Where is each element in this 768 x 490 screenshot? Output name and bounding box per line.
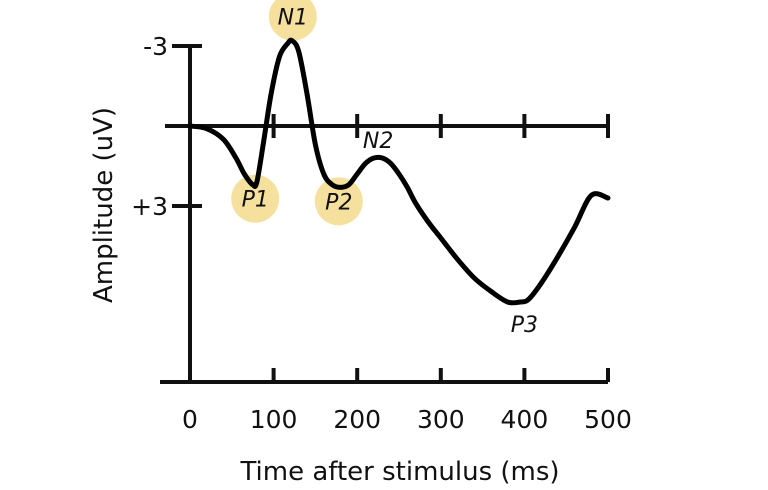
x-tick-label: 300 bbox=[417, 405, 465, 434]
axes: 0 100 200 300 400 500 -3 +3 bbox=[131, 32, 632, 434]
peak-highlight bbox=[231, 174, 280, 223]
annotation-layer: N1 P1 P2 N2 P3 bbox=[242, 6, 538, 338]
peak-highlight bbox=[268, 0, 317, 41]
y-axis-title: Amplitude (uV) bbox=[89, 107, 119, 303]
peak-label-n2: N2 bbox=[363, 129, 393, 154]
peak-label-p2: P2 bbox=[325, 190, 352, 215]
y-tick-label: +3 bbox=[131, 192, 168, 221]
peak-label-n1: N1 bbox=[278, 6, 308, 31]
x-tick-label: 400 bbox=[501, 405, 549, 434]
y-tick-label: -3 bbox=[143, 32, 168, 61]
peak-highlight bbox=[314, 177, 363, 226]
x-axis-title: Time after stimulus (ms) bbox=[239, 457, 559, 487]
peak-label-p3: P3 bbox=[511, 313, 538, 338]
x-tick-label: 100 bbox=[250, 405, 298, 434]
x-tick-label: 0 bbox=[182, 405, 198, 434]
x-tick-label: 500 bbox=[584, 405, 632, 434]
x-tick-label: 200 bbox=[333, 405, 381, 434]
curve-layer bbox=[187, 0, 611, 306]
erp-waveform-line bbox=[187, 37, 611, 306]
peak-label-p1: P1 bbox=[242, 188, 269, 213]
